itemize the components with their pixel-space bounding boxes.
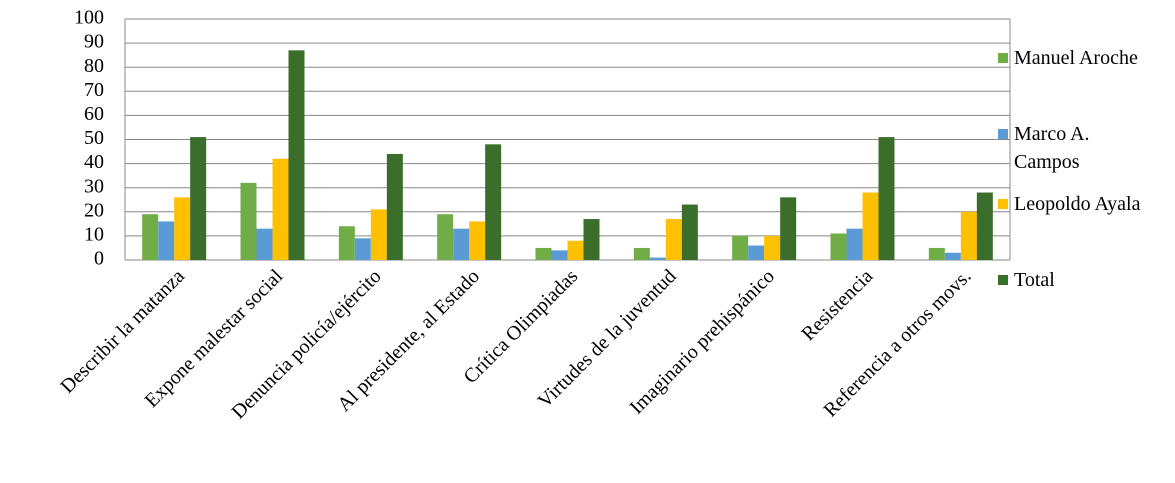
bar	[878, 137, 895, 260]
bar	[830, 233, 847, 260]
y-tick-label: 100	[74, 7, 104, 29]
bar	[976, 192, 993, 260]
bar	[256, 228, 273, 260]
legend-label: Total	[1014, 269, 1055, 291]
y-tick-label: 60	[84, 103, 104, 125]
bar	[386, 153, 403, 260]
bar	[567, 240, 584, 260]
bar	[944, 252, 961, 260]
bar	[469, 221, 486, 260]
bar	[453, 228, 470, 260]
bar	[535, 247, 552, 260]
bar	[928, 247, 945, 260]
y-tick-label: 40	[84, 151, 104, 173]
bar	[551, 250, 568, 260]
bar	[846, 228, 863, 260]
bar	[485, 144, 502, 260]
bar	[583, 219, 600, 260]
y-tick-label: 30	[84, 175, 104, 197]
bar	[862, 192, 879, 260]
legend-swatch	[998, 199, 1008, 209]
legend-label: Leopoldo Ayala	[1014, 193, 1141, 215]
bar	[338, 226, 355, 260]
bar	[780, 197, 797, 260]
y-tick-label: 20	[84, 199, 104, 221]
legend-swatch	[998, 129, 1008, 139]
bar	[272, 158, 289, 260]
bar	[158, 221, 175, 260]
bar	[649, 257, 666, 260]
bar	[142, 214, 159, 260]
legend-item: Marco A. Campos	[998, 120, 1156, 176]
legend-item: Total	[998, 266, 1156, 294]
y-tick-label: 80	[84, 55, 104, 77]
legend-swatch	[998, 53, 1008, 63]
bar	[960, 211, 977, 260]
y-tick-label: 70	[84, 79, 104, 101]
legend-item: Leopoldo Ayala	[998, 190, 1156, 218]
bar	[240, 182, 257, 260]
bar	[190, 137, 207, 260]
legend-label: Manuel Aroche	[1014, 47, 1138, 69]
bar	[633, 247, 650, 260]
bar	[732, 235, 749, 260]
x-tick-label: Resistencia	[797, 265, 877, 345]
y-tick-label: 90	[84, 31, 104, 53]
legend-label: Marco A. Campos	[1014, 123, 1090, 173]
bar	[748, 245, 765, 260]
y-tick-label: 0	[94, 248, 104, 270]
bar	[665, 219, 682, 260]
bar	[370, 209, 387, 260]
bar	[354, 238, 371, 260]
bar	[288, 50, 305, 260]
y-tick-label: 10	[84, 223, 104, 245]
bar	[437, 214, 454, 260]
y-tick-label: 50	[84, 127, 104, 149]
bar	[681, 204, 698, 260]
bar	[764, 235, 781, 260]
legend-item: Manuel Aroche	[998, 44, 1156, 72]
bar	[174, 197, 191, 260]
legend-swatch	[998, 275, 1008, 285]
